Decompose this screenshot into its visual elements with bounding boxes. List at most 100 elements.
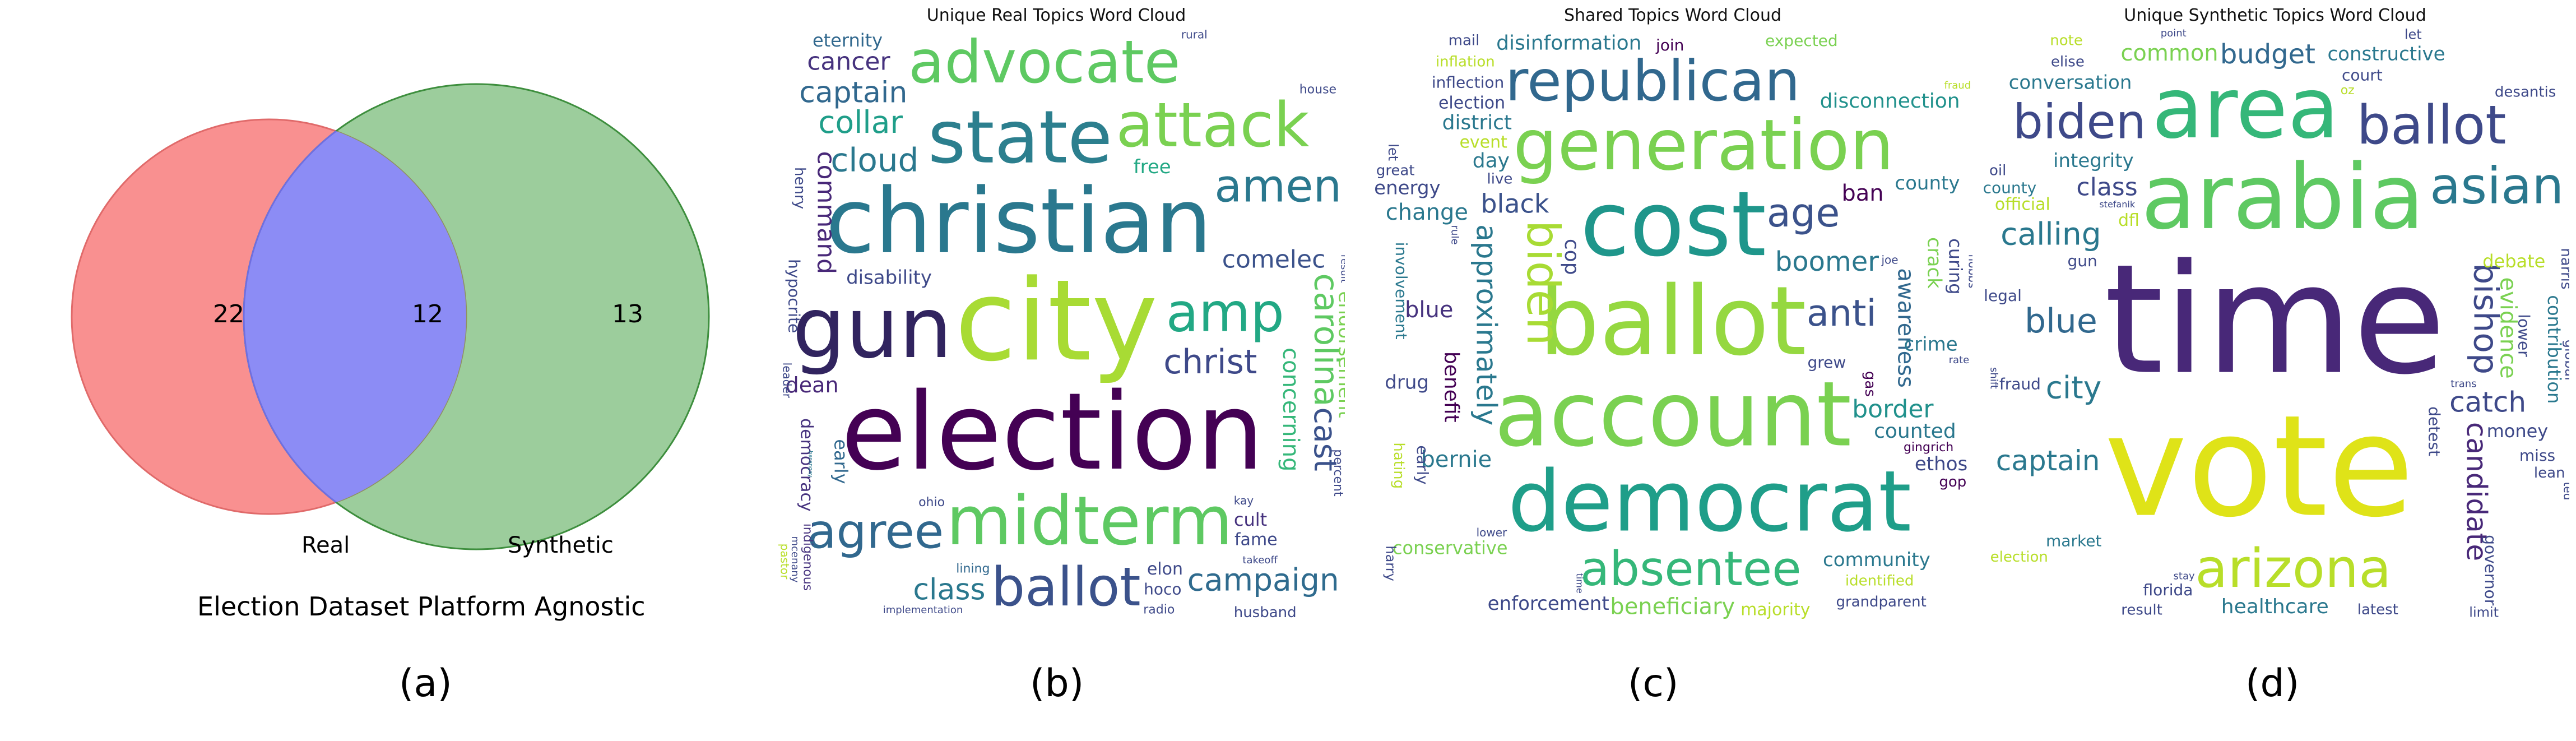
cloud-word: command xyxy=(811,151,840,274)
cloud-word: leader xyxy=(781,363,794,399)
cloud-word: legal xyxy=(1984,286,2022,305)
cloud-word: money xyxy=(2487,420,2549,442)
cloud-word: ohio xyxy=(918,495,945,510)
cloud-word: global xyxy=(2562,340,2569,381)
cloud-word: city xyxy=(2046,369,2102,405)
cloud-word: advocate xyxy=(908,28,1180,96)
cloud-word: implementation xyxy=(883,604,963,616)
cloud-word: curing xyxy=(1945,238,1966,295)
word-cloud-real: city election christian gun state midterm atta… xyxy=(768,27,1345,621)
cloud-word: stay xyxy=(2174,571,2195,582)
cloud-word: generation xyxy=(1513,105,1894,186)
cloud-word: integrity xyxy=(2053,150,2134,172)
cloud-word: ted xyxy=(2561,482,2569,501)
cloud-word: disconnection xyxy=(1820,90,1960,113)
cloud-word: election xyxy=(1990,549,2048,566)
cloud-title-synthetic: Unique Synthetic Topics Word Cloud xyxy=(2124,6,2426,25)
cloud-word: elon xyxy=(1147,559,1183,579)
venn-count-synthetic-only: 13 xyxy=(612,300,643,328)
cloud-word: let xyxy=(2405,27,2422,43)
cloud-title-shared: Shared Topics Word Cloud xyxy=(1563,6,1782,25)
cloud-word: hobbs xyxy=(1966,254,1972,289)
cloud-word: crime xyxy=(1904,333,1957,355)
cloud-word: identified xyxy=(1845,572,1914,589)
cloud-word: county xyxy=(1983,179,2037,197)
cloud-word: ballot xyxy=(2357,95,2507,156)
cloud-word: arizona xyxy=(2195,538,2391,600)
cloud-word: barangay xyxy=(807,451,813,478)
cloud-word: joe xyxy=(1881,253,1898,266)
cloud-word: let xyxy=(1385,143,1401,161)
cloud-word: district xyxy=(1442,112,1512,135)
cloud-word: disability xyxy=(846,267,932,289)
cloud-word: lower xyxy=(2514,314,2533,357)
caption-d: (d) xyxy=(2245,661,2300,706)
cloud-word: majority xyxy=(1740,600,1810,619)
cloud-word: detest xyxy=(2425,406,2444,456)
cloud-word: cop xyxy=(1560,239,1583,275)
cloud-word: hypocrite xyxy=(785,259,803,333)
cloud-word: republican xyxy=(1505,48,1800,114)
venn-overlap xyxy=(243,119,466,514)
cloud-word: community xyxy=(1823,549,1930,571)
cloud-word: hating xyxy=(1390,442,1407,489)
cloud-word: elise xyxy=(2051,54,2085,71)
cloud-word: carolina xyxy=(1306,273,1345,406)
cloud-word: time xyxy=(2104,231,2446,408)
cloud-word: amp xyxy=(1166,282,1284,344)
cloud-word: awareness xyxy=(1893,268,1919,388)
cloud-word: grew xyxy=(1807,353,1846,372)
cloud-word: fraud xyxy=(1999,375,2041,393)
cloud-word: amen xyxy=(1214,160,1342,212)
cloud-word: area xyxy=(2152,60,2340,158)
cloud-word: attack xyxy=(1116,89,1310,161)
cloud-word: approximately xyxy=(1470,224,1502,425)
cloud-word: evidence xyxy=(2495,277,2521,378)
cloud-word: biden xyxy=(1517,220,1569,346)
cloud-word: endorsement xyxy=(1334,291,1345,418)
cloud-word: vote xyxy=(2104,385,2414,548)
venn-panel: 22 12 13 Real Synthetic Election Dataset… xyxy=(0,0,728,741)
cloud-word: note xyxy=(2050,33,2083,49)
cloud-word: election xyxy=(1438,94,1505,113)
cloud-word: early xyxy=(830,439,851,484)
cloud-word: husband xyxy=(1234,604,1297,621)
cloud-word: mail xyxy=(1449,33,1480,49)
cloud-word: black xyxy=(1480,189,1549,219)
cloud-word: ballot xyxy=(1539,266,1806,377)
cloud-word: collar xyxy=(818,104,903,140)
cloud-word: common xyxy=(2120,40,2218,66)
cloud-word: anti xyxy=(1807,293,1877,335)
cloud-word: rural xyxy=(1181,27,1208,41)
cloud-word: percent xyxy=(1331,449,1345,497)
cloud-word: counted xyxy=(1874,420,1956,443)
cloud-word: gingrich xyxy=(1904,441,1953,455)
cloud-word: constructive xyxy=(2327,43,2445,66)
cloud-word: house xyxy=(1299,83,1336,97)
cloud-word: grandparent xyxy=(1836,594,1926,610)
cloud-word: henry xyxy=(791,167,808,209)
cloud-word: enforcement xyxy=(1488,592,1609,615)
cloud-word: stefanik xyxy=(2099,199,2135,210)
cloud-word: lean xyxy=(2534,465,2565,481)
cloud-word: arabia xyxy=(2141,145,2425,249)
cloud-word: comelec xyxy=(1222,246,1326,274)
cloud-word: free xyxy=(1134,156,1171,178)
cloud-word: cost xyxy=(1580,172,1766,276)
cloud-word: involvement xyxy=(1392,242,1410,340)
cloud-word: official xyxy=(1995,195,2050,215)
cloud-word: ethos xyxy=(1915,453,1967,475)
cloud-word: harris xyxy=(2558,248,2569,289)
cloud-word: account xyxy=(1494,362,1851,466)
cloud-word: christian xyxy=(825,169,1212,274)
caption-a: (a) xyxy=(399,661,452,706)
cloud-word: early xyxy=(1413,445,1432,484)
cloud-word: bernie xyxy=(1421,447,1492,473)
cloud-word: expected xyxy=(1765,31,1838,50)
cloud-word: class xyxy=(2076,173,2137,202)
cloud-word: gun xyxy=(2068,252,2097,270)
cloud-word: latest xyxy=(2357,601,2398,618)
cloud-word: cast xyxy=(1307,407,1343,471)
cloud-word: benefit xyxy=(1440,351,1463,423)
cloud-word: candidate xyxy=(2461,422,2493,561)
